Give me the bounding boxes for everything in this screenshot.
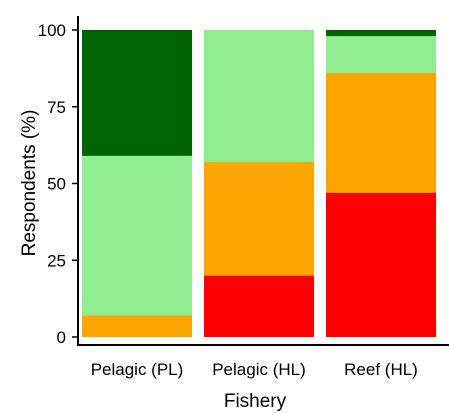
bar-segment-2-2 <box>326 36 436 73</box>
y-tick-label-2: 50 <box>47 175 66 194</box>
y-tick-label-3: 75 <box>47 98 66 117</box>
bar-segment-2-3 <box>326 30 436 37</box>
y-tick-label-0: 0 <box>57 328 66 347</box>
x-ticks-group: Pelagic (PL) Pelagic (HL) Reef (HL) <box>91 360 418 379</box>
bar-segment-1-0 <box>204 275 314 337</box>
y-tick-label-4: 100 <box>38 21 66 40</box>
y-ticks-group: 0 25 50 75 100 <box>38 21 78 347</box>
x-tick-label-0: Pelagic (PL) <box>91 360 184 379</box>
x-axis-title: Fishery <box>224 391 287 412</box>
bars-group <box>82 30 436 337</box>
axes-group <box>77 16 449 346</box>
y-axis-title: Respondents (%) <box>19 110 40 257</box>
bar-segment-2-0 <box>326 192 436 337</box>
x-tick-label-1: Pelagic (HL) <box>212 360 306 379</box>
x-tick-label-2: Reef (HL) <box>344 360 418 379</box>
bar-segment-0-2 <box>82 155 192 316</box>
bar-segment-0-1 <box>82 315 192 337</box>
bar-segment-1-1 <box>204 162 314 276</box>
bar-segment-0-3 <box>82 30 192 156</box>
y-tick-label-1: 25 <box>47 251 66 270</box>
bar-segment-1-2 <box>204 30 314 163</box>
bar-segment-2-1 <box>326 72 436 193</box>
